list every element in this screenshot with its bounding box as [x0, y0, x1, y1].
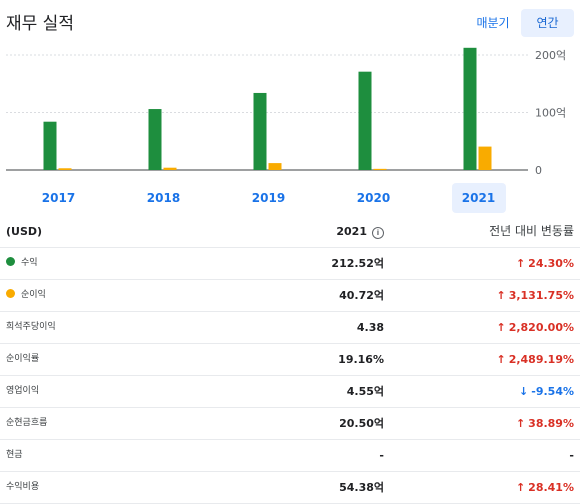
row-label: 영업이익: [6, 376, 39, 407]
bar-net-income-2020[interactable]: [373, 168, 387, 170]
arrow-up-icon: ↑: [515, 481, 526, 494]
row-label: 순이익률: [6, 344, 39, 375]
row-change-text: -9.54%: [531, 385, 574, 398]
row-label-text: 순이익률: [6, 354, 40, 364]
legend-dot-icon: [6, 289, 15, 298]
row-label-text: 수익비용: [6, 482, 40, 492]
row-label-text: 현금: [6, 450, 23, 460]
year-button-2021[interactable]: 2021: [451, 183, 506, 213]
currency-label: (USD): [6, 225, 43, 238]
row-change: ↑ 2,489.19%: [496, 344, 574, 375]
row-label: 수익: [6, 248, 38, 279]
row-change: ↑ 38.89%: [516, 408, 574, 439]
row-change-text: -: [569, 449, 574, 462]
row-change: -: [569, 440, 574, 471]
page-title: 재무 실적: [6, 14, 74, 34]
table-row: 수익 212.52억 ↑ 24.30%: [0, 248, 580, 280]
arrow-up-icon: ↑: [496, 353, 506, 366]
row-change-text: 3,131.75%: [508, 289, 574, 302]
row-value: 54.38억: [339, 481, 384, 494]
annual-toggle-button[interactable]: 연간: [521, 9, 574, 37]
table-row: 순이익률 19.16% ↑ 2,489.19%: [0, 344, 580, 376]
row-value: -: [379, 449, 384, 462]
row-value: 4.38: [356, 321, 384, 334]
bar-revenue-2018[interactable]: [148, 109, 162, 170]
bar-net-income-2018[interactable]: [163, 167, 177, 170]
row-value: 40.72억: [339, 289, 384, 302]
arrow-up-icon: ↑: [496, 321, 506, 334]
year-column-header: 2021 i: [336, 216, 384, 247]
row-change-text: 38.89%: [528, 417, 574, 430]
row-label-text: 순이익: [21, 290, 46, 300]
row-change-text: 28.41%: [528, 481, 574, 494]
y-tick-label: 200억: [535, 49, 566, 62]
row-label-text: 순현금흐름: [6, 418, 48, 428]
row-change-text: 2,820.00%: [508, 321, 574, 334]
y-tick-label: 100억: [535, 107, 566, 120]
table-body: 수익 212.52억 ↑ 24.30% 순이익 40.72억 ↑ 3,131.75% 희석주당이…: [0, 248, 580, 504]
y-tick-label: 0: [535, 164, 542, 177]
quarterly-toggle-button[interactable]: 매분기: [476, 16, 510, 30]
table-row: 수익비용 54.38억 ↑ 28.41%: [0, 472, 580, 504]
year-button-2017[interactable]: 2017: [41, 191, 76, 205]
row-label: 수익비용: [6, 472, 39, 503]
year-button-2020[interactable]: 2020: [356, 191, 391, 205]
bar-revenue-2017[interactable]: [43, 121, 57, 170]
bar-net-income-2021[interactable]: [478, 146, 492, 170]
change-column-header: 전년 대비 변동률: [489, 224, 574, 238]
arrow-up-icon: ↑: [496, 289, 506, 302]
bar-net-income-2017[interactable]: [58, 168, 72, 170]
table-row: 현금 - -: [0, 440, 580, 472]
row-label-text: 수익: [21, 258, 38, 268]
row-label-text: 영업이익: [6, 386, 40, 396]
bar-revenue-2020[interactable]: [358, 71, 372, 170]
year-header-text: 2021: [336, 225, 367, 238]
arrow-up-icon: ↑: [515, 417, 526, 430]
row-value: 4.55억: [346, 385, 384, 398]
table-row: 순현금흐름 20.50억 ↑ 38.89%: [0, 408, 580, 440]
row-change: ↓ -9.54%: [519, 376, 574, 407]
table-row: 희석주당이익 4.38 ↑ 2,820.00%: [0, 312, 580, 344]
bar-revenue-2021[interactable]: [463, 47, 477, 171]
table-row: 영업이익 4.55억 ↓ -9.54%: [0, 376, 580, 408]
year-button-2018[interactable]: 2018: [146, 191, 181, 205]
row-change-text: 24.30%: [528, 257, 574, 270]
row-label: 순현금흐름: [6, 408, 47, 439]
row-label: 희석주당이익: [6, 312, 56, 343]
legend-dot-icon: [6, 257, 15, 266]
row-value: 20.50억: [339, 417, 384, 430]
financial-table: (USD) 2021 i 전년 대비 변동률 수익 212.52억 ↑ 24.30% 순이…: [0, 216, 580, 504]
info-icon[interactable]: i: [372, 227, 384, 239]
year-button-2019[interactable]: 2019: [251, 191, 286, 205]
row-value: 19.16%: [338, 353, 384, 366]
row-change: ↑ 28.41%: [516, 472, 574, 503]
arrow-up-icon: ↑: [515, 257, 526, 270]
row-label-text: 희석주당이익: [6, 322, 56, 332]
bar-net-income-2019[interactable]: [268, 163, 282, 170]
row-change: ↑ 24.30%: [516, 248, 574, 279]
bar-revenue-2019[interactable]: [253, 92, 267, 170]
row-label: 현금: [6, 440, 23, 471]
row-label: 순이익: [6, 280, 46, 311]
table-row: 순이익 40.72억 ↑ 3,131.75%: [0, 280, 580, 312]
row-value: 212.52억: [331, 257, 384, 270]
row-change: ↑ 3,131.75%: [496, 280, 574, 311]
row-change: ↑ 2,820.00%: [496, 312, 574, 343]
table-header-row: (USD) 2021 i 전년 대비 변동률: [0, 216, 580, 248]
arrow-down-icon: ↓: [519, 385, 529, 398]
financial-bar-chart: 0 100억 200억: [6, 47, 566, 177]
row-change-text: 2,489.19%: [508, 353, 574, 366]
